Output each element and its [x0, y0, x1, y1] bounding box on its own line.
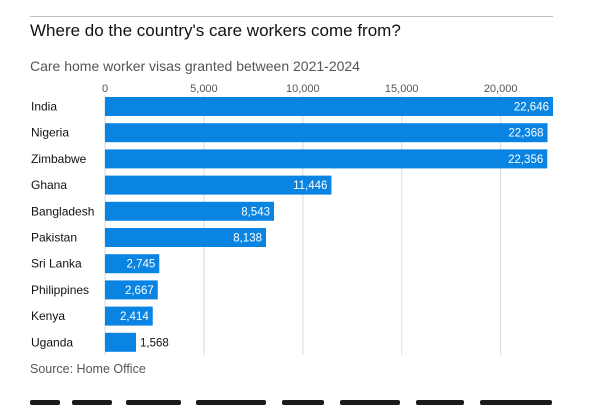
value-label: 2,667	[125, 285, 154, 297]
value-label: 22,646	[514, 102, 549, 114]
category-label: Sri Lanka	[31, 257, 82, 271]
bar	[105, 123, 548, 143]
text-fragment	[196, 400, 266, 405]
value-label: 22,356	[508, 154, 543, 166]
top-rule	[30, 16, 553, 17]
bar	[105, 332, 137, 352]
text-fragment	[416, 400, 464, 405]
bar	[105, 254, 160, 274]
value-label: 8,138	[233, 233, 262, 245]
category-label: India	[31, 100, 57, 114]
next-paragraph-fragment	[0, 398, 592, 406]
text-fragment	[30, 400, 60, 405]
value-label: 1,568	[140, 337, 169, 349]
x-tick-label: 0	[102, 83, 108, 95]
bar	[105, 175, 332, 195]
value-label: 11,446	[293, 180, 327, 192]
chart-title: Where do the country's care workers come…	[30, 21, 401, 40]
bar	[105, 201, 275, 221]
text-fragment	[480, 400, 552, 405]
text-fragment	[72, 400, 112, 405]
value-label: 8,543	[241, 206, 270, 218]
category-label: Nigeria	[31, 126, 69, 140]
x-tick-label: 15,000	[385, 83, 419, 95]
value-label: 2,414	[120, 311, 149, 323]
category-label: Ghana	[31, 178, 67, 192]
x-tick-label: 10,000	[286, 83, 320, 95]
category-label: Uganda	[31, 335, 73, 349]
bar	[105, 306, 153, 326]
bar	[105, 149, 548, 169]
text-fragment	[340, 400, 400, 405]
text-fragment	[282, 400, 324, 405]
source-note: Source: Home Office	[30, 362, 146, 376]
category-label: Pakistan	[31, 231, 77, 245]
x-tick-label: 20,000	[484, 83, 518, 95]
chart-subtitle: Care home worker visas granted between 2…	[30, 58, 360, 74]
category-label: Zimbabwe	[31, 152, 87, 166]
text-fragment	[126, 400, 181, 405]
category-label: Bangladesh	[31, 204, 94, 218]
bar	[105, 228, 266, 247]
value-label: 2,745	[127, 259, 156, 271]
category-label: Kenya	[31, 309, 65, 323]
value-label: 22,368	[508, 128, 543, 140]
bar-chart: 0 5,000 10,000 15,000 20,000 India 22,646 Niger…	[31, 83, 553, 355]
category-label: Philippines	[31, 283, 89, 297]
bar	[105, 97, 553, 116]
bar	[105, 280, 158, 300]
x-tick-label: 5,000	[190, 83, 218, 95]
